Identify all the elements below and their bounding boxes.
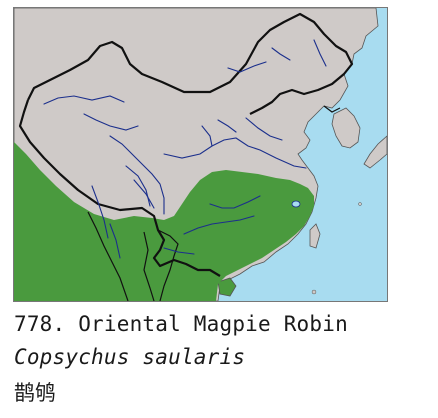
country-border	[27, 12, 354, 115]
border-indochina	[157, 229, 179, 301]
taiwan	[309, 223, 321, 249]
species-range	[14, 142, 314, 301]
japan	[363, 135, 387, 169]
korea	[331, 107, 361, 149]
border-laos	[143, 231, 155, 301]
species-number-and-name: 778. Oriental Magpie Robin	[14, 312, 348, 336]
border-korea	[323, 105, 341, 113]
border-myanmar	[87, 211, 129, 301]
range-map	[13, 7, 388, 302]
hainan	[217, 277, 237, 297]
chinese-name: 鹊鸲	[14, 381, 56, 405]
country-border-south	[18, 99, 221, 277]
scientific-name: Copsychus saularis	[14, 345, 246, 369]
rivers	[43, 39, 327, 259]
lake	[291, 200, 301, 208]
